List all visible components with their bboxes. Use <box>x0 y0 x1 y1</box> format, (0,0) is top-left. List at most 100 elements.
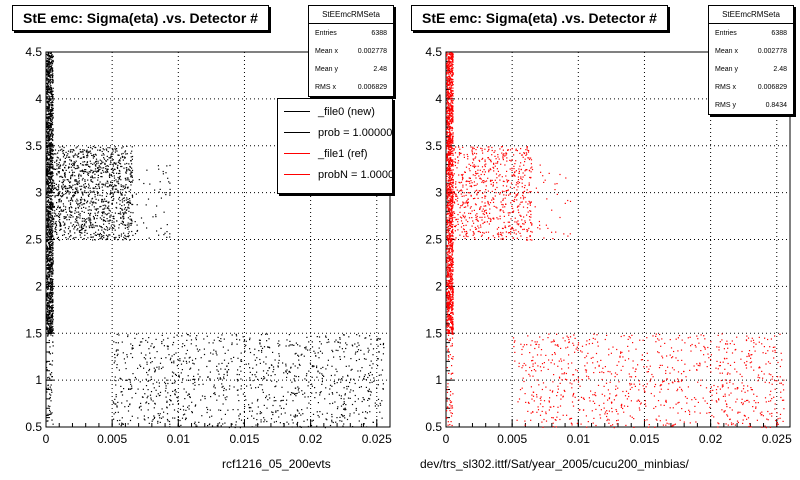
data-point <box>46 172 48 174</box>
data-point <box>49 282 51 284</box>
data-point <box>118 177 121 179</box>
data-point <box>49 190 51 193</box>
data-point <box>50 134 52 136</box>
data-point <box>452 201 454 204</box>
data-point <box>102 231 105 233</box>
data-point <box>158 191 160 193</box>
data-point <box>74 226 76 228</box>
data-point <box>48 212 50 214</box>
data-point <box>87 212 90 214</box>
data-point <box>50 261 52 263</box>
data-point <box>448 235 450 237</box>
data-point <box>304 378 306 380</box>
data-point <box>190 339 193 341</box>
data-point <box>46 274 48 276</box>
data-point <box>244 405 246 408</box>
data-point <box>46 292 48 294</box>
data-point <box>446 279 448 282</box>
data-point <box>84 219 86 221</box>
data-point <box>123 167 125 169</box>
data-point <box>73 194 76 196</box>
data-point <box>329 403 331 405</box>
data-point <box>116 406 118 408</box>
data-point <box>47 253 49 256</box>
data-point <box>173 353 175 356</box>
data-point <box>65 206 67 208</box>
data-point <box>447 250 450 252</box>
data-point <box>449 149 451 151</box>
data-point <box>110 190 112 192</box>
data-point <box>280 407 282 409</box>
data-point <box>89 217 91 219</box>
data-point <box>47 405 49 407</box>
data-point <box>47 178 49 180</box>
data-point <box>452 313 454 315</box>
data-point <box>312 419 314 421</box>
data-point <box>66 190 69 192</box>
data-point <box>127 201 129 203</box>
data-point <box>47 223 49 225</box>
data-point <box>216 399 218 401</box>
data-point <box>113 341 115 343</box>
data-point <box>67 238 69 240</box>
data-point <box>48 196 50 198</box>
data-point <box>150 345 152 347</box>
data-point <box>74 153 76 155</box>
data-point <box>176 365 178 367</box>
data-point <box>449 143 451 145</box>
data-point <box>451 223 453 226</box>
data-point <box>382 383 384 385</box>
data-point <box>128 180 130 182</box>
data-point <box>195 339 197 341</box>
data-point <box>48 413 51 416</box>
data-point <box>226 370 228 372</box>
data-point <box>96 191 98 193</box>
data-point <box>451 81 453 83</box>
data-point <box>51 171 53 173</box>
data-point <box>272 404 274 407</box>
data-point <box>48 283 50 285</box>
data-point <box>49 291 51 293</box>
data-point <box>335 368 337 370</box>
data-point <box>452 57 454 59</box>
data-point <box>50 53 52 55</box>
data-point <box>106 227 109 229</box>
data-point <box>47 182 49 185</box>
data-point <box>50 166 52 168</box>
data-point <box>82 203 84 205</box>
data-point <box>221 362 223 364</box>
data-point <box>450 184 453 186</box>
data-point <box>130 156 132 158</box>
data-point <box>48 58 50 60</box>
data-point <box>71 214 73 216</box>
data-point <box>448 57 450 59</box>
data-point <box>136 204 138 206</box>
data-point <box>209 416 211 418</box>
data-point <box>124 187 126 190</box>
data-point <box>73 156 75 158</box>
data-point <box>50 93 52 95</box>
data-point <box>305 379 308 381</box>
data-point <box>331 385 333 387</box>
data-point <box>51 223 53 225</box>
data-point <box>127 236 129 238</box>
data-point <box>50 384 52 386</box>
data-point <box>50 197 52 199</box>
data-point <box>56 173 58 175</box>
caption-left: rcf1216_05_200evts <box>222 457 331 471</box>
data-point <box>137 367 139 369</box>
data-point <box>139 381 141 383</box>
data-point <box>112 195 114 197</box>
data-point <box>179 425 181 427</box>
data-point <box>363 378 365 380</box>
data-point <box>256 357 258 359</box>
y-tick-label: 4 <box>35 92 42 106</box>
data-point <box>131 196 134 198</box>
data-point <box>47 79 49 81</box>
data-point <box>51 320 54 322</box>
data-point <box>50 206 52 208</box>
data-point <box>46 63 48 65</box>
data-point <box>94 212 96 214</box>
data-point <box>97 167 99 169</box>
data-point <box>150 391 153 393</box>
